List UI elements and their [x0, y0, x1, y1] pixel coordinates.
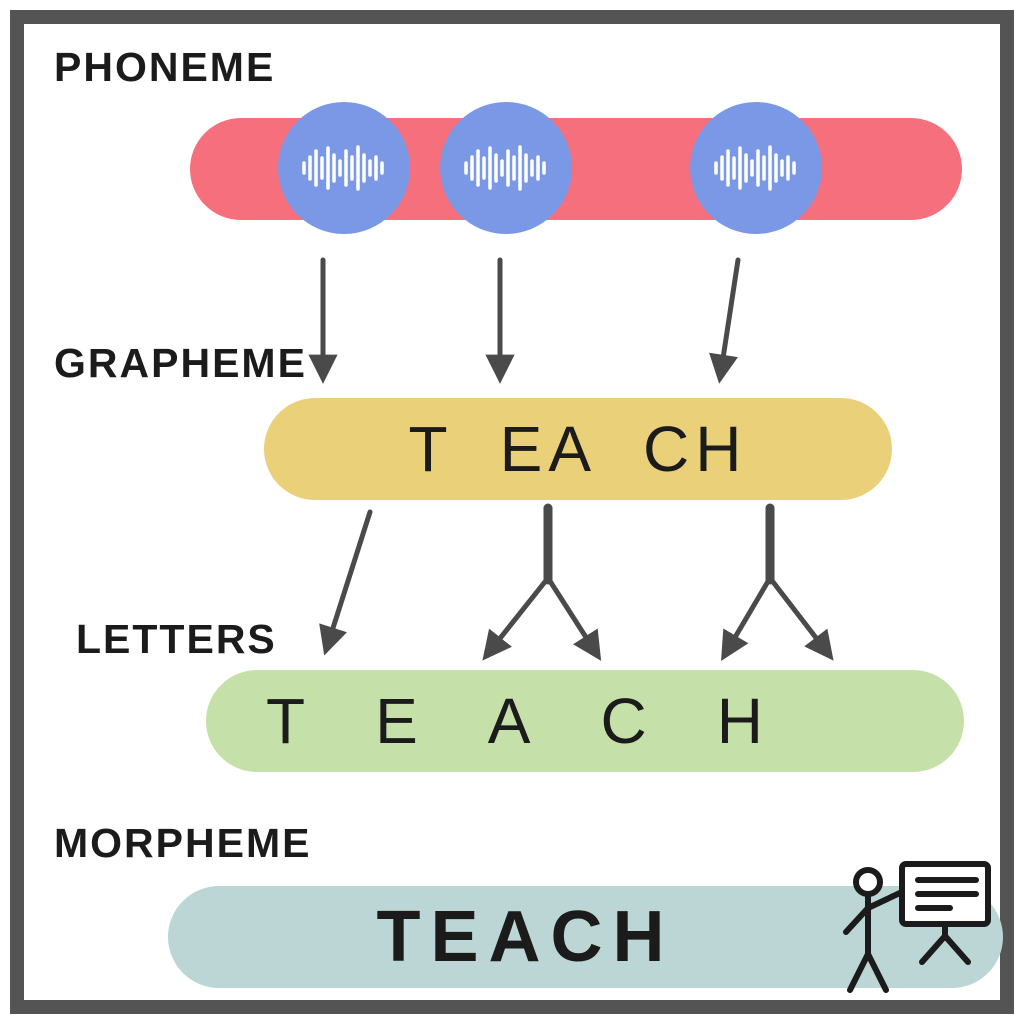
- waveform-icon: [300, 143, 388, 193]
- letter-4: C: [600, 684, 716, 758]
- grapheme-text: T EA CH: [264, 398, 892, 500]
- morpheme-word: TEACH: [377, 896, 675, 978]
- phoneme-sound-3: [690, 102, 822, 234]
- grapheme-seg-1: T: [409, 412, 454, 486]
- phoneme-sound-1: [278, 102, 410, 234]
- letters-label: LETTERS: [76, 616, 277, 663]
- waveform-icon: [712, 143, 800, 193]
- letter-5: H: [717, 684, 833, 758]
- phoneme-label: PHONEME: [54, 44, 275, 91]
- morpheme-label: MORPHEME: [54, 820, 311, 867]
- letter-1: T: [266, 684, 375, 758]
- teacher-icon: [832, 858, 992, 998]
- phoneme-sound-2: [440, 102, 572, 234]
- letter-3: A: [488, 684, 601, 758]
- grapheme-seg-3: CH: [643, 412, 747, 486]
- letters-text: T E A C H: [206, 670, 964, 772]
- grapheme-seg-2: EA: [500, 412, 597, 486]
- grapheme-label: GRAPHEME: [54, 340, 307, 387]
- letter-2: E: [375, 684, 488, 758]
- waveform-icon: [462, 143, 550, 193]
